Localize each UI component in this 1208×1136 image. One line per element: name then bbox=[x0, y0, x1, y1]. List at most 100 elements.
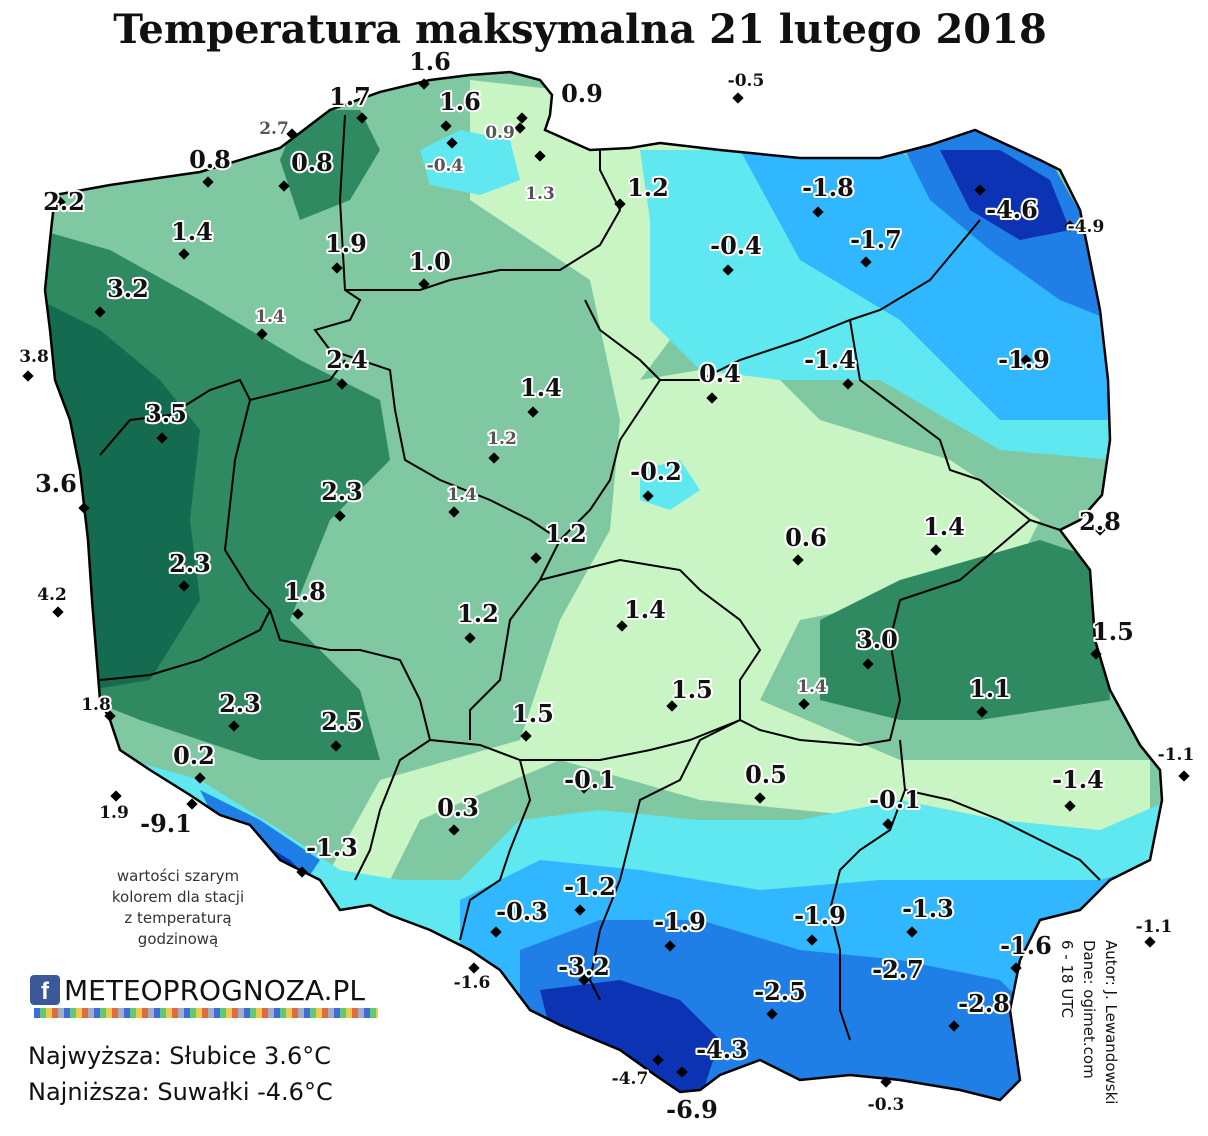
station-marker bbox=[334, 510, 346, 522]
station-temperature-label: 1.6 bbox=[409, 47, 451, 76]
station-temperature-label: -1.8 bbox=[802, 173, 854, 202]
station-temperature-label: -4.6 bbox=[986, 195, 1038, 224]
station-temperature-label: 0.5 bbox=[745, 760, 787, 789]
station-temperature-label: -1.1 bbox=[1158, 745, 1195, 765]
station-marker bbox=[664, 940, 676, 952]
station-temperature-label: 1.2 bbox=[627, 173, 669, 202]
station-marker bbox=[712, 1048, 724, 1060]
station-marker bbox=[798, 698, 810, 710]
station-temperature-label: 1.8 bbox=[81, 695, 111, 715]
station-marker bbox=[1094, 524, 1106, 536]
station-marker bbox=[296, 866, 308, 878]
station-temperature-label: 1.2 bbox=[487, 429, 517, 449]
station-temperature-label: 2.3 bbox=[219, 689, 261, 718]
station-temperature-label: -1.2 bbox=[564, 872, 616, 901]
station-temperature-label: -4.7 bbox=[612, 1069, 649, 1089]
logo-stripe bbox=[34, 1008, 378, 1018]
station-temperature-label: 1.6 bbox=[439, 87, 481, 116]
station-marker bbox=[1090, 648, 1102, 660]
min-temperature-text: Najniższa: Suwałki -4.6°C bbox=[28, 1078, 333, 1106]
station-temperature-label: -1.3 bbox=[306, 833, 358, 862]
station-marker bbox=[534, 150, 546, 162]
station-marker bbox=[446, 137, 458, 149]
station-temperature-label: 1.7 bbox=[329, 82, 371, 111]
station-temperature-label: -0.4 bbox=[710, 231, 762, 260]
station-marker bbox=[110, 790, 122, 802]
station-marker bbox=[948, 1020, 960, 1032]
note-line: kolorem dla stacji bbox=[111, 888, 245, 906]
station-temperature-label: -4.9 bbox=[1068, 217, 1105, 237]
station-temperature-label: -0.1 bbox=[869, 785, 921, 814]
station-marker bbox=[292, 608, 304, 620]
station-marker bbox=[286, 128, 298, 140]
station-marker bbox=[490, 926, 502, 938]
station-temperature-label: -0.3 bbox=[496, 897, 548, 926]
station-temperature-label: 1.4 bbox=[624, 595, 666, 624]
station-marker bbox=[278, 180, 290, 192]
station-marker bbox=[812, 206, 824, 218]
station-marker bbox=[178, 580, 190, 592]
station-temperature-label: -2.5 bbox=[754, 977, 806, 1006]
station-marker bbox=[754, 792, 766, 804]
station-temperature-label: 0.4 bbox=[699, 359, 741, 388]
station-temperature-label: 3.0 bbox=[856, 625, 898, 654]
credit-author: Autor: J. Lewandowski bbox=[1102, 940, 1120, 1105]
station-temperature-label: -1.9 bbox=[794, 901, 846, 930]
station-temperature-label: -1.6 bbox=[1000, 931, 1052, 960]
station-temperature-label: 0.8 bbox=[291, 148, 333, 177]
station-marker bbox=[642, 490, 654, 502]
region-borders bbox=[99, 114, 1101, 1041]
station-temperature-label: 1.4 bbox=[447, 485, 477, 505]
meteoprognoza-logo: f METEOPROGNOZA.PL bbox=[30, 970, 365, 1010]
station-marker bbox=[614, 198, 626, 210]
credit-time-range: 6 - 18 UTC bbox=[1058, 940, 1076, 1019]
station-marker bbox=[666, 700, 678, 712]
station-temperature-label: -1.9 bbox=[654, 907, 706, 936]
station-temperature-label: -1.4 bbox=[804, 345, 856, 374]
station-marker bbox=[706, 392, 718, 404]
station-temperature-label: 1.5 bbox=[512, 699, 554, 728]
station-marker bbox=[530, 552, 542, 564]
note-line: z temperaturą bbox=[124, 909, 232, 927]
note-line: godzinową bbox=[137, 930, 219, 948]
station-temperature-label: -9.1 bbox=[140, 809, 192, 838]
station-marker bbox=[884, 966, 896, 978]
station-temperature-label: 2.8 bbox=[1079, 507, 1121, 536]
station-temperature-label: -0.2 bbox=[630, 457, 682, 486]
station-temperature-label: 1.4 bbox=[520, 373, 562, 402]
station-marker bbox=[330, 740, 342, 752]
station-temperature-label: 1.3 bbox=[525, 184, 555, 204]
station-marker bbox=[488, 452, 500, 464]
station-temperature-label: -3.2 bbox=[558, 952, 610, 981]
station-temperature-label: 1.9 bbox=[99, 803, 129, 823]
logo-text: METEOPROGNOZA.PL bbox=[64, 973, 365, 1007]
station-marker bbox=[1064, 800, 1076, 812]
station-temperature-label: 0.9 bbox=[561, 79, 603, 108]
station-temperature-label: 1.1 bbox=[969, 674, 1011, 703]
station-marker bbox=[882, 818, 894, 830]
station-marker bbox=[722, 264, 734, 276]
station-marker bbox=[974, 184, 986, 196]
station-marker bbox=[52, 606, 64, 618]
station-marker bbox=[520, 730, 532, 742]
station-marker bbox=[806, 934, 818, 946]
station-temperature-label: 1.8 bbox=[284, 577, 326, 606]
station-marker bbox=[732, 92, 744, 104]
station-marker bbox=[418, 278, 430, 290]
station-marker bbox=[862, 658, 874, 670]
station-marker bbox=[574, 904, 586, 916]
station-temperature-label: 1.5 bbox=[671, 675, 713, 704]
station-temperature-label: 1.5 bbox=[1092, 617, 1134, 646]
station-temperature-label: -1.7 bbox=[850, 225, 902, 254]
station-temperature-label: -0.3 bbox=[868, 1095, 905, 1115]
station-temperature-label: 0.2 bbox=[173, 741, 215, 770]
station-marker bbox=[22, 370, 34, 382]
station-temperature-label: 0.6 bbox=[785, 523, 827, 552]
station-temperature-label: 1.4 bbox=[255, 307, 285, 327]
facebook-icon: f bbox=[30, 975, 60, 1005]
station-marker bbox=[156, 432, 168, 444]
station-values: 1.61.7 1.6 0.9 -0.52.7 0.90.8 0.8 -0.41.3 1.2 -1… bbox=[17, 45, 1196, 1126]
station-temperature-label: 3.5 bbox=[145, 399, 187, 428]
station-temperature-label: 4.2 bbox=[37, 585, 67, 605]
